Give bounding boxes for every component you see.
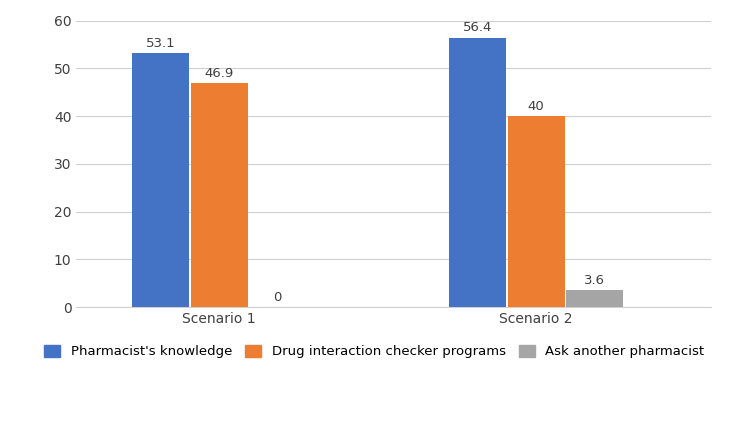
Text: 40: 40 (528, 100, 544, 113)
Text: 53.1: 53.1 (146, 37, 175, 50)
Bar (449, 37, 506, 307)
Text: 0: 0 (274, 291, 282, 304)
Legend: Pharmacist's knowledge, Drug interaction checker programs, Ask another pharmacis: Pharmacist's knowledge, Drug interaction… (39, 340, 710, 363)
Text: 46.9: 46.9 (205, 67, 234, 80)
Bar (566, 290, 623, 307)
Bar (190, 83, 247, 307)
Bar (508, 116, 565, 307)
Text: 56.4: 56.4 (462, 21, 493, 35)
Bar (132, 53, 189, 307)
Text: 3.6: 3.6 (584, 273, 605, 287)
